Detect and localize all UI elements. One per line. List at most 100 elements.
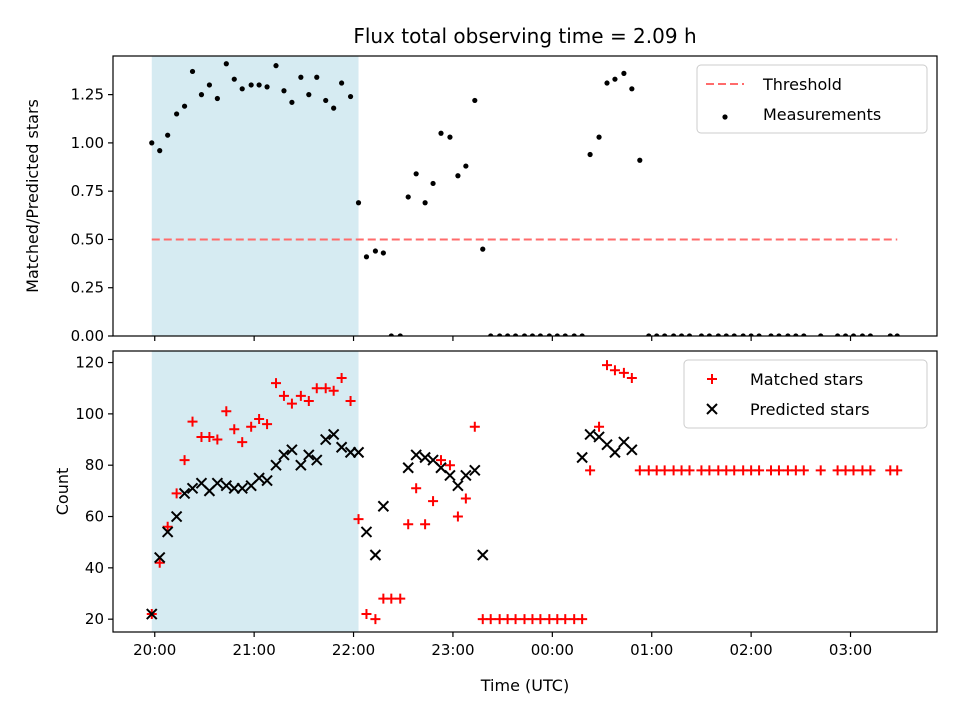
measurement-point [756,333,762,336]
predicted-star-marker [444,469,456,482]
measurement-point [698,333,705,336]
measurement-point [438,130,444,136]
measurement-point [512,333,519,336]
matched-star-marker [444,460,455,471]
matched-star-marker [162,521,173,532]
measurement-point [455,173,461,179]
matched-star-marker [262,419,273,430]
measurement-point [596,134,602,140]
measurement-point [181,103,188,109]
measurement-point [715,333,721,336]
measurement-point [273,63,279,69]
predicted-star-marker [469,464,481,477]
measurement-point [748,333,754,336]
predicted-star-marker [320,433,332,446]
measurement-point [686,333,693,336]
predicted-star-marker [626,444,638,456]
predicted-star-marker [270,459,282,471]
chart-panel-1: 0.00 0.25 0.50 0.75 1.00 1.25 Flux total obser… [23,24,938,345]
measurement-point [521,333,528,336]
y-tick-label: 40 [85,559,104,577]
matched-star-marker [345,396,356,407]
matched-star-marker [428,496,439,507]
matched-star-marker [386,593,397,604]
predicted-star-marker [576,451,588,464]
legend-label: Predicted stars [750,400,870,419]
chart-panel-2: 20 40 60 80 100 120 20:00 21:00 22:00 23:00 00:00 0… [53,350,938,695]
matched-star-marker [618,367,629,378]
matched-star-marker [221,406,232,417]
matched-star-marker [328,385,339,396]
matched-star-marker [704,465,715,476]
predicted-star-marker [154,551,166,564]
predicted-star-marker [211,477,224,489]
predicted-star-marker [261,474,273,487]
measurement-point [604,80,610,86]
measurement-point [629,86,635,92]
predicted-star-marker [220,480,233,492]
chart-title: Flux total observing time = 2.09 h [353,24,696,48]
observing-window-span [151,56,359,336]
measurement-point [793,333,799,336]
matched-star-marker [171,488,182,499]
predicted-star-marker [360,526,373,538]
measurement-point [776,333,782,336]
y-axis-label: Count [53,468,72,516]
matched-star-marker [420,519,431,530]
measurement-point [198,92,205,98]
matched-star-marker [577,614,588,625]
measurement-point [768,333,774,336]
x-tick-label: 01:00 [630,641,673,659]
predicted-star-marker [452,480,464,492]
measurement-point [654,333,660,336]
measurement-point [867,333,874,336]
measurement-point [480,246,486,252]
matched-star-marker [609,365,620,376]
matched-star-marker [602,360,613,371]
measurement-point [149,140,155,146]
legend: Threshold Measurements [696,64,928,134]
matched-star-marker [212,434,223,445]
measurement-point [239,86,245,92]
measurement-point [537,333,544,336]
matched-star-marker [179,455,190,466]
matched-star-marker [271,378,282,389]
measurement-point [264,84,270,90]
matched-star-marker [798,465,809,476]
measurement-point [174,111,180,117]
measurement-point [430,180,436,187]
measurement-point [223,61,229,67]
matched-star-marker [154,557,165,568]
measurement-point [157,148,163,154]
measurement-point [413,171,419,177]
matched-star-marker [311,383,322,394]
matched-star-marker [684,465,695,476]
measurement-point [331,105,337,111]
measurement-point [818,333,824,336]
matched-star-marker [336,372,347,383]
matched-star-marker [254,414,265,425]
y-tick-label: 0.25 [71,279,104,297]
predicted-star-marker [410,449,422,461]
matched-star-marker [560,614,571,625]
legend-label: Threshold [762,75,842,94]
measurement-point [621,70,627,76]
matched-star-marker [585,465,596,476]
axes-frame [112,350,938,633]
predicted-star-marker [278,449,290,461]
x-tick-label: 21:00 [233,641,276,659]
measurement-point [835,333,841,336]
matched-star-marker [204,431,215,442]
predicted-star-marker [178,487,191,500]
matched-star-marker [535,614,546,625]
measurement-point [214,95,220,102]
measurement-point [529,333,536,336]
x-tick-label: 03:00 [829,641,872,659]
measurement-point [785,333,791,336]
measurement-point [380,250,386,256]
measurement-point [859,333,866,336]
measurement-point [165,132,171,138]
matched-star-marker [729,465,740,476]
measurement-point [731,333,737,336]
